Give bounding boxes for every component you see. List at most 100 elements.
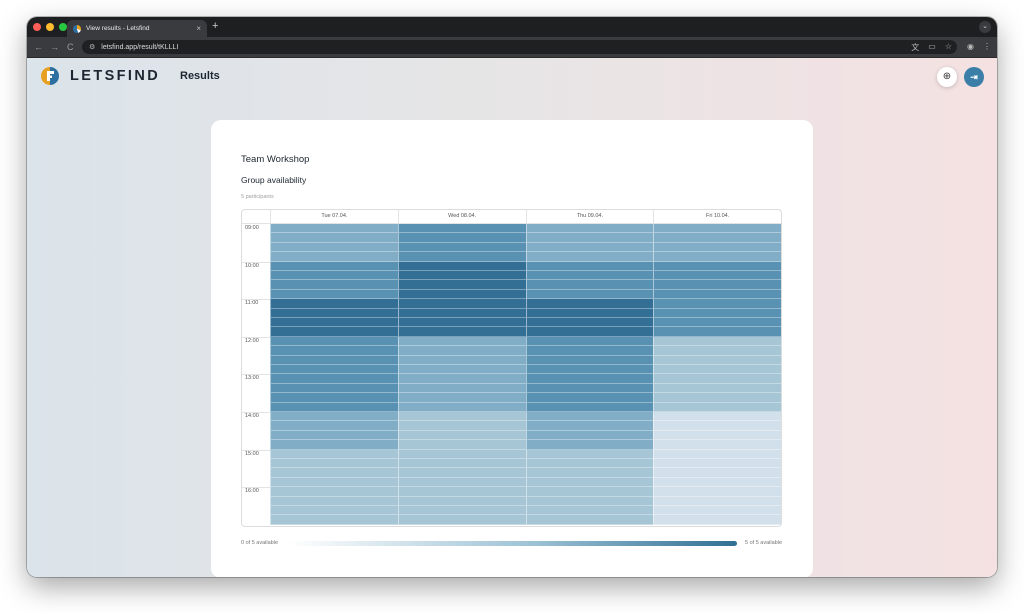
new-tab-button[interactable]: +: [212, 20, 219, 32]
availability-slot[interactable]: [397, 308, 526, 318]
availability-slot[interactable]: [397, 468, 526, 478]
availability-slot[interactable]: [525, 496, 654, 506]
availability-slot[interactable]: [525, 515, 654, 525]
availability-slot[interactable]: [397, 402, 526, 412]
availability-slot[interactable]: [653, 402, 781, 412]
availability-slot[interactable]: [397, 233, 526, 243]
translate-icon[interactable]: 文: [911, 43, 920, 52]
minimize-window-button[interactable]: [46, 23, 54, 31]
availability-slot[interactable]: [270, 271, 398, 281]
browser-tab[interactable]: View results - Letsfind ×: [67, 20, 207, 37]
availability-slot[interactable]: [270, 318, 398, 328]
availability-slot[interactable]: [653, 393, 781, 403]
maximize-window-button[interactable]: [59, 23, 67, 31]
availability-slot[interactable]: [397, 449, 526, 459]
availability-slot[interactable]: [397, 271, 526, 281]
availability-slot[interactable]: [397, 515, 526, 525]
availability-slot[interactable]: [653, 224, 781, 234]
availability-slot[interactable]: [270, 355, 398, 365]
availability-slot[interactable]: [653, 280, 781, 290]
availability-slot[interactable]: [653, 440, 781, 450]
availability-slot[interactable]: [270, 224, 398, 234]
availability-slot[interactable]: [525, 449, 654, 459]
availability-slot[interactable]: [270, 242, 398, 253]
availability-slot[interactable]: [270, 365, 398, 375]
availability-slot[interactable]: [270, 421, 398, 431]
availability-slot[interactable]: [653, 383, 781, 394]
availability-slot[interactable]: [525, 468, 654, 478]
availability-slot[interactable]: [525, 252, 654, 262]
availability-slot[interactable]: [525, 430, 654, 441]
site-settings-icon[interactable]: ⚙: [89, 44, 96, 51]
availability-slot[interactable]: [270, 261, 398, 271]
availability-slot[interactable]: [397, 421, 526, 431]
menu-icon[interactable]: ⋮: [983, 42, 991, 51]
availability-slot[interactable]: [653, 487, 781, 497]
availability-slot[interactable]: [525, 242, 654, 253]
availability-slot[interactable]: [653, 318, 781, 328]
back-icon[interactable]: ←: [34, 42, 43, 52]
availability-slot[interactable]: [270, 402, 398, 412]
availability-slot[interactable]: [397, 242, 526, 253]
availability-slot[interactable]: [397, 318, 526, 328]
availability-slot[interactable]: [270, 289, 398, 300]
availability-slot[interactable]: [397, 459, 526, 469]
availability-slot[interactable]: [397, 412, 526, 422]
availability-slot[interactable]: [653, 374, 781, 384]
availability-slot[interactable]: [525, 440, 654, 450]
availability-slot[interactable]: [397, 346, 526, 356]
availability-slot[interactable]: [525, 308, 654, 318]
availability-slot[interactable]: [270, 346, 398, 356]
availability-slot[interactable]: [525, 299, 654, 309]
availability-slot[interactable]: [397, 374, 526, 384]
availability-slot[interactable]: [397, 261, 526, 271]
availability-slot[interactable]: [270, 496, 398, 506]
address-bar[interactable]: ⚙ letsfind.app/result/tKLLLI: [82, 40, 957, 54]
availability-slot[interactable]: [653, 449, 781, 459]
availability-slot[interactable]: [653, 233, 781, 243]
availability-slot[interactable]: [653, 252, 781, 262]
availability-slot[interactable]: [653, 242, 781, 253]
availability-slot[interactable]: [525, 224, 654, 234]
availability-slot[interactable]: [397, 393, 526, 403]
availability-slot[interactable]: [270, 412, 398, 422]
availability-slot[interactable]: [525, 289, 654, 300]
availability-slot[interactable]: [525, 374, 654, 384]
availability-slot[interactable]: [525, 421, 654, 431]
availability-slot[interactable]: [270, 487, 398, 497]
availability-slot[interactable]: [270, 327, 398, 337]
availability-slot[interactable]: [397, 289, 526, 300]
availability-slot[interactable]: [270, 280, 398, 290]
availability-slot[interactable]: [270, 233, 398, 243]
availability-slot[interactable]: [525, 506, 654, 516]
availability-slot[interactable]: [397, 224, 526, 234]
availability-slot[interactable]: [397, 355, 526, 365]
availability-slot[interactable]: [653, 271, 781, 281]
availability-slot[interactable]: [525, 318, 654, 328]
availability-slot[interactable]: [525, 271, 654, 281]
availability-slot[interactable]: [653, 421, 781, 431]
availability-slot[interactable]: [270, 515, 398, 525]
availability-slot[interactable]: [270, 383, 398, 394]
availability-slot[interactable]: [525, 327, 654, 337]
cast-icon[interactable]: ▭: [928, 42, 936, 51]
availability-slot[interactable]: [397, 299, 526, 309]
availability-slot[interactable]: [270, 459, 398, 469]
availability-slot[interactable]: [525, 477, 654, 488]
availability-slot[interactable]: [653, 430, 781, 441]
availability-slot[interactable]: [525, 261, 654, 271]
availability-slot[interactable]: [525, 412, 654, 422]
language-button[interactable]: ⊕: [937, 67, 957, 87]
availability-slot[interactable]: [653, 412, 781, 422]
availability-slot[interactable]: [653, 515, 781, 525]
forward-icon[interactable]: →: [50, 42, 59, 52]
availability-slot[interactable]: [653, 355, 781, 365]
availability-slot[interactable]: [270, 477, 398, 488]
availability-slot[interactable]: [397, 252, 526, 262]
availability-slot[interactable]: [397, 365, 526, 375]
availability-slot[interactable]: [653, 261, 781, 271]
star-icon[interactable]: ☆: [944, 42, 952, 51]
availability-slot[interactable]: [397, 477, 526, 488]
availability-slot[interactable]: [653, 496, 781, 506]
availability-slot[interactable]: [653, 346, 781, 356]
